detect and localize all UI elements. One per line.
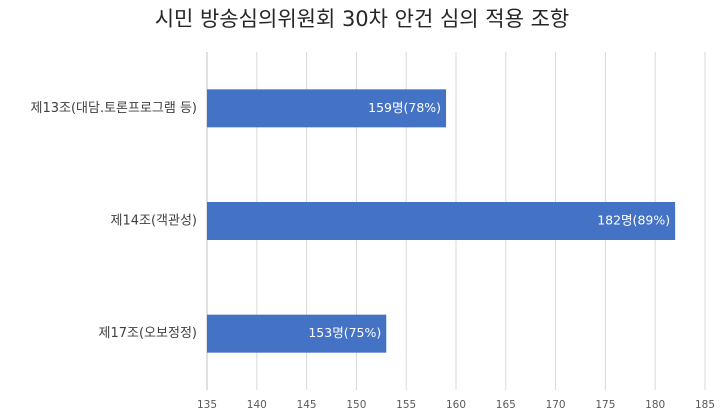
x-tick-label: 175 bbox=[595, 399, 615, 411]
x-tick-label: 145 bbox=[297, 399, 317, 411]
x-tick-label: 165 bbox=[496, 399, 516, 411]
value-label: 153명(75%) bbox=[308, 325, 381, 340]
bar bbox=[207, 314, 387, 353]
chart-title: 시민 방송심의위원회 30차 안건 심의 적용 조항 bbox=[155, 7, 570, 31]
x-tick-label: 150 bbox=[346, 399, 366, 411]
x-tick-label: 170 bbox=[546, 399, 566, 411]
x-tick-label: 180 bbox=[645, 399, 665, 411]
value-label: 159명(78%) bbox=[368, 100, 441, 115]
y-tick-label: 제13조(대담.토론프로그램 등) bbox=[30, 101, 197, 116]
bar bbox=[207, 89, 447, 128]
y-tick-label: 제14조(객관성) bbox=[111, 214, 198, 229]
x-tick-label: 160 bbox=[446, 399, 466, 411]
y-tick-label: 제17조(오보정정) bbox=[99, 326, 197, 341]
x-tick-label: 140 bbox=[247, 399, 267, 411]
value-label: 182명(89%) bbox=[597, 213, 670, 228]
x-tick-label: 185 bbox=[695, 399, 715, 411]
bar bbox=[207, 202, 676, 240]
x-tick-label: 155 bbox=[396, 399, 416, 411]
x-tick-label: 135 bbox=[197, 399, 217, 411]
